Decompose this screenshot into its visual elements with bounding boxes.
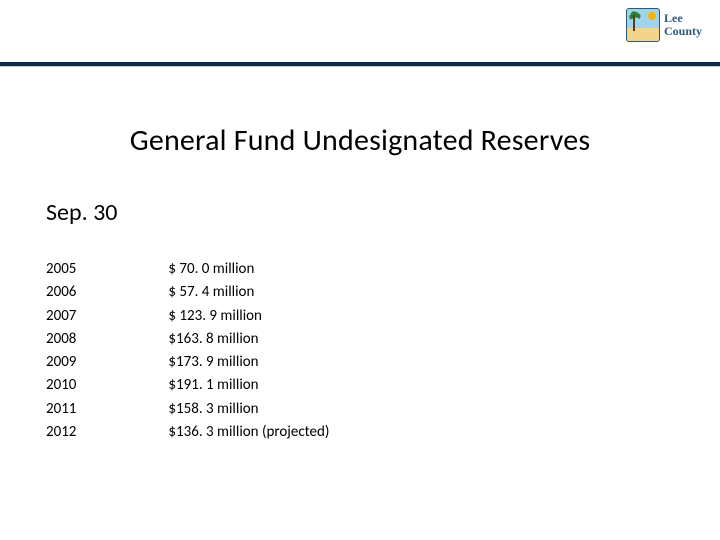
year-cell: 2011 [46, 398, 76, 421]
year-cell: 2007 [46, 305, 76, 328]
logo-line2: County [664, 25, 702, 38]
values-column: $ 70. 0 million $ 57. 4 million $ 123. 9… [168, 258, 329, 444]
slide: Lee County General Fund Undesignated Res… [0, 0, 720, 540]
header: Lee County [0, 0, 720, 62]
year-cell: 2010 [46, 374, 76, 397]
logo-icon [626, 8, 660, 42]
value-cell: $ 123. 9 million [168, 305, 329, 328]
year-cell: 2006 [46, 281, 76, 304]
year-cell: 2005 [46, 258, 76, 281]
header-rule-shadow [0, 66, 720, 67]
value-cell: $ 57. 4 million [168, 281, 329, 304]
value-cell: $136. 3 million (projected) [168, 421, 329, 444]
subtitle: Sep. 30 [46, 198, 117, 227]
year-cell: 2009 [46, 351, 76, 374]
year-cell: 2008 [46, 328, 76, 351]
year-cell: 2012 [46, 421, 76, 444]
logo: Lee County [626, 8, 702, 42]
page-title: General Fund Undesignated Reserves [0, 122, 720, 159]
reserves-table: 2005 2006 2007 2008 2009 2010 2011 2012 … [46, 258, 329, 444]
value-cell: $163. 8 million [168, 328, 329, 351]
value-cell: $173. 9 million [168, 351, 329, 374]
years-column: 2005 2006 2007 2008 2009 2010 2011 2012 [46, 258, 76, 444]
logo-text: Lee County [664, 12, 702, 37]
value-cell: $ 70. 0 million [168, 258, 329, 281]
value-cell: $158. 3 million [168, 398, 329, 421]
value-cell: $191. 1 million [168, 374, 329, 397]
